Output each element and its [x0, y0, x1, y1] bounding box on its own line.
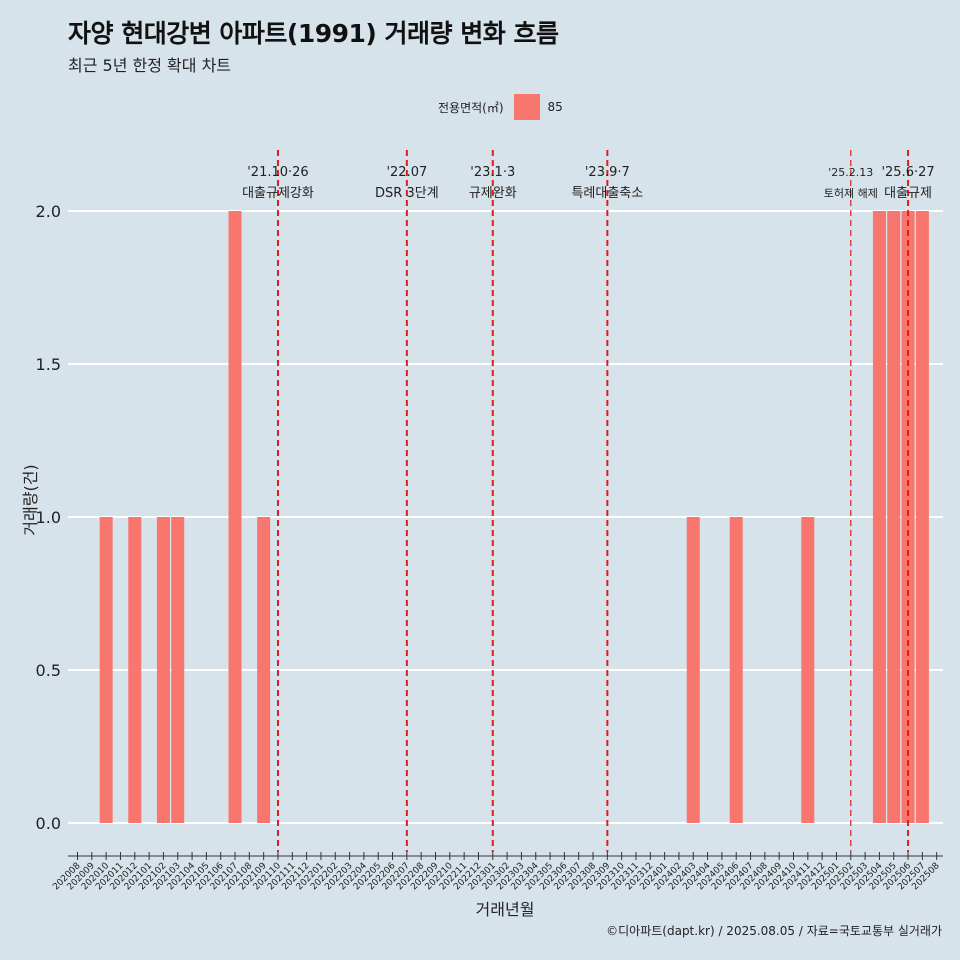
y-tick-label: 1.5: [36, 355, 61, 374]
legend-label-85: 85: [547, 100, 563, 114]
event-label: 대출규제: [884, 186, 932, 201]
bar: [686, 517, 700, 823]
bar: [128, 517, 142, 823]
event-label: DSR 3단계: [375, 186, 439, 201]
source-caption: ©디아파트(dapt.kr) / 2025.08.05 / 자료=국토교통부 실…: [606, 924, 942, 938]
event-label: 대출규제강화: [242, 186, 314, 201]
bar: [99, 517, 113, 823]
y-tick-label: 1.0: [36, 508, 61, 527]
y-axis-title: 거래량(건): [21, 464, 40, 535]
y-tick-label: 2.0: [36, 202, 61, 221]
legend-title: 전용면적(㎡): [438, 100, 504, 115]
bar: [729, 517, 743, 823]
event-date: '23.9·7: [585, 165, 630, 180]
bar: [872, 211, 886, 823]
y-tick-label: 0.0: [36, 814, 61, 833]
event-date: '22.07: [386, 165, 427, 180]
event-label: 특례대출축소: [571, 186, 643, 201]
bar: [801, 517, 815, 823]
event-date: '21.10·26: [247, 165, 308, 180]
bar: [228, 211, 242, 823]
bar: [171, 517, 185, 823]
bar: [915, 211, 929, 823]
chart-title: 자양 현대강변 아파트(1991) 거래량 변화 흐름: [68, 19, 559, 48]
chart-subtitle: 최근 5년 한정 확대 차트: [68, 56, 232, 75]
event-label: 규제완화: [469, 186, 517, 201]
event-date: '25.2.13: [828, 166, 873, 179]
x-axis-title: 거래년월: [476, 900, 535, 919]
bar: [901, 211, 915, 823]
event-label: 토허제 해제: [824, 186, 878, 200]
legend-key-85: [513, 94, 540, 120]
bar: [257, 517, 271, 823]
event-date: '23.1·3: [470, 165, 515, 180]
bar: [887, 211, 901, 823]
y-tick-label: 0.5: [36, 661, 61, 680]
bar: [156, 517, 170, 823]
legend: 전용면적(㎡) 85: [438, 94, 563, 120]
event-date: '25.6·27: [881, 165, 934, 180]
